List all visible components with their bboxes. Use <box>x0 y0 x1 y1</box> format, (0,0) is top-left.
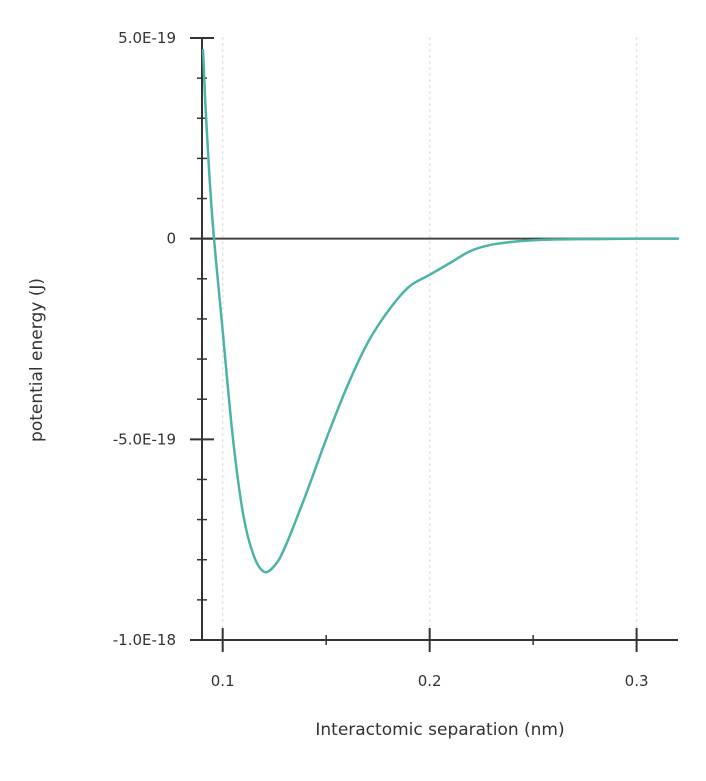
x-axis-title: Interactomic separation (nm) <box>315 720 564 740</box>
y-tick-label-1: 0 <box>166 230 176 248</box>
y-tick-label-3: -1.0E-18 <box>113 631 176 649</box>
y-tick-label-2: -5.0E-19 <box>113 430 176 448</box>
x-tick-label-0: 0.1 <box>211 672 235 690</box>
x-tick-label-1: 0.2 <box>418 672 442 690</box>
series-line-0 <box>201 48 680 574</box>
y-axis-title: potential energy (J) <box>27 278 47 442</box>
axes-layer <box>190 37 678 652</box>
labels-layer: Interactomic separation (nm) potential e… <box>27 29 649 740</box>
series-layer <box>201 48 680 574</box>
x-tick-label-2: 0.3 <box>625 672 649 690</box>
y-tick-label-0: 5.0E-19 <box>118 29 176 47</box>
